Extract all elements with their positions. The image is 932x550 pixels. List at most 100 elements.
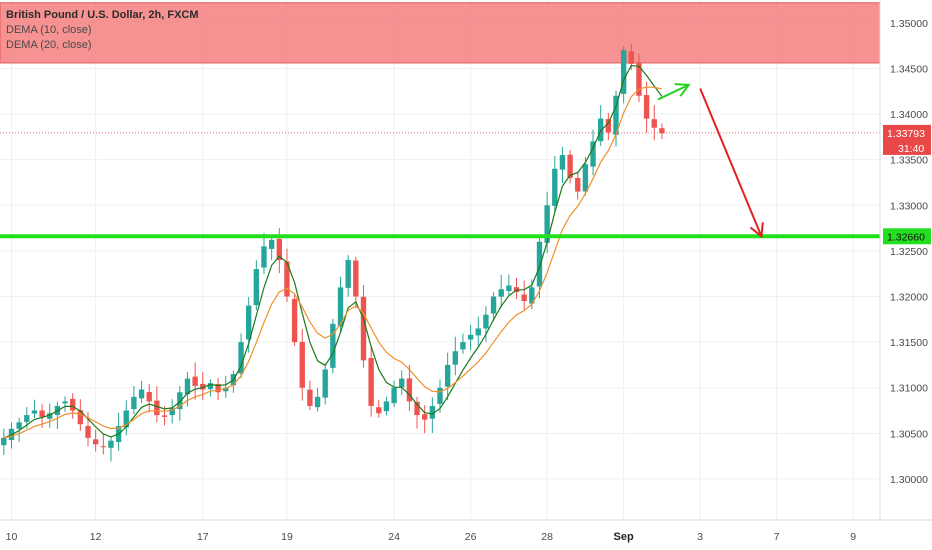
chart-title: British Pound / U.S. Dollar, 2h, FXCM xyxy=(6,9,199,21)
candle-body[interactable] xyxy=(307,389,313,406)
candle-body[interactable] xyxy=(31,410,38,414)
candle-body[interactable] xyxy=(598,118,604,142)
candle-body[interactable] xyxy=(605,119,612,133)
candle-body[interactable] xyxy=(506,285,512,292)
price-axis[interactable] xyxy=(880,0,932,550)
candle-body[interactable] xyxy=(536,241,543,287)
candle-body[interactable] xyxy=(138,389,145,399)
candle-body[interactable] xyxy=(628,51,634,64)
candle-body[interactable] xyxy=(559,155,566,170)
candle-body[interactable] xyxy=(360,296,367,361)
candle-body[interactable] xyxy=(1,437,7,446)
candle-body[interactable] xyxy=(475,328,481,336)
candle-body[interactable] xyxy=(582,164,589,192)
legend-dema-20[interactable]: DEMA (20, close) xyxy=(6,39,92,51)
candle-body[interactable] xyxy=(223,387,229,392)
candle-body[interactable] xyxy=(376,407,382,414)
annotation-arrow-head[interactable] xyxy=(674,83,691,97)
x-tick-label: 12 xyxy=(90,531,102,543)
candle-body[interactable] xyxy=(345,260,351,288)
candle-body[interactable] xyxy=(92,439,99,445)
candle-body[interactable] xyxy=(276,238,282,260)
candle-body[interactable] xyxy=(284,261,290,297)
legend-dema-10[interactable]: DEMA (10, close) xyxy=(6,24,92,36)
candle-body[interactable] xyxy=(47,413,53,419)
annotation-arrow-shaft[interactable] xyxy=(657,83,690,101)
candle-body[interactable] xyxy=(299,341,305,388)
candle-body[interactable] xyxy=(422,414,428,420)
candle-body[interactable] xyxy=(314,396,321,408)
candle-body[interactable] xyxy=(414,401,420,416)
candle-body[interactable] xyxy=(100,446,106,448)
candle-body[interactable] xyxy=(444,364,451,387)
candle-body[interactable] xyxy=(521,294,527,302)
resistance-zone[interactable] xyxy=(0,2,881,64)
candle-body[interactable] xyxy=(552,168,558,206)
candle-body[interactable] xyxy=(215,383,221,393)
candle-body[interactable] xyxy=(399,378,405,388)
candle-body[interactable] xyxy=(567,154,573,178)
candle-body[interactable] xyxy=(613,95,619,135)
candle-body[interactable] xyxy=(62,401,68,404)
candle-body[interactable] xyxy=(261,246,267,268)
candle-body[interactable] xyxy=(177,392,183,410)
dema-10-line[interactable] xyxy=(3,64,663,439)
candle-body[interactable] xyxy=(131,396,137,410)
candle-body[interactable] xyxy=(590,141,596,167)
candle-body[interactable] xyxy=(246,305,252,340)
candle-body[interactable] xyxy=(383,401,390,412)
candle-body[interactable] xyxy=(513,287,520,292)
candle-body[interactable] xyxy=(651,119,657,128)
y-tick-label: 1.32500 xyxy=(890,246,928,258)
candle-body[interactable] xyxy=(169,407,175,416)
candle-body[interactable] xyxy=(322,369,328,398)
candle-body[interactable] xyxy=(429,405,436,419)
candle-body[interactable] xyxy=(16,422,22,429)
candle-body[interactable] xyxy=(544,205,550,243)
candle-body[interactable] xyxy=(291,299,298,343)
x-tick-label: 19 xyxy=(281,531,293,543)
annotation-arrow-shaft[interactable] xyxy=(699,88,763,237)
candle-body[interactable] xyxy=(70,398,76,411)
candle-body[interactable] xyxy=(368,357,374,406)
candle-body[interactable] xyxy=(620,50,627,94)
candle-body[interactable] xyxy=(39,410,45,417)
candle-body[interactable] xyxy=(460,342,466,350)
annotation-arrow-head[interactable] xyxy=(749,222,764,239)
candle-body[interactable] xyxy=(643,95,650,119)
candle-body[interactable] xyxy=(146,392,152,402)
candle-body[interactable] xyxy=(575,177,581,192)
candle-body[interactable] xyxy=(85,426,91,438)
candle-body[interactable] xyxy=(490,296,497,314)
candle-body[interactable] xyxy=(636,62,642,96)
candle-body[interactable] xyxy=(253,269,260,306)
candle-body[interactable] xyxy=(467,334,474,340)
candle-body[interactable] xyxy=(24,415,30,422)
candle-body[interactable] xyxy=(437,387,443,404)
candle-body[interactable] xyxy=(77,410,84,425)
candle-body[interactable] xyxy=(238,342,244,374)
candle-body[interactable] xyxy=(483,314,489,329)
candle-body[interactable] xyxy=(268,239,275,249)
candle-body[interactable] xyxy=(330,323,336,368)
candle-body[interactable] xyxy=(200,383,206,390)
candle-body[interactable] xyxy=(108,440,114,448)
candle-body[interactable] xyxy=(207,383,214,390)
candle-body[interactable] xyxy=(154,400,160,416)
candle-body[interactable] xyxy=(659,128,665,134)
candle-body[interactable] xyxy=(353,260,359,297)
candle-body[interactable] xyxy=(123,410,129,428)
candle-body[interactable] xyxy=(529,287,535,304)
candle-body[interactable] xyxy=(161,415,168,417)
candle-body[interactable] xyxy=(452,351,458,365)
candle-body[interactable] xyxy=(337,287,344,327)
candle-body[interactable] xyxy=(184,378,191,395)
candle-body[interactable] xyxy=(406,378,413,402)
candle-body[interactable] xyxy=(391,387,397,404)
candle-body[interactable] xyxy=(192,376,198,386)
dema-20-line[interactable] xyxy=(3,86,663,439)
candle-body[interactable] xyxy=(498,289,504,297)
